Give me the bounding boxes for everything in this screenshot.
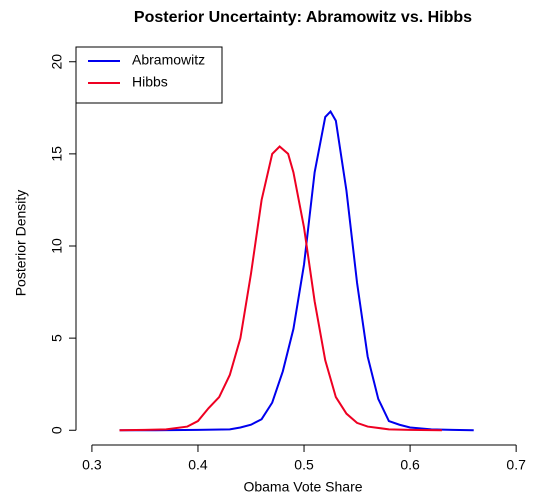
y-tick-label: 10 bbox=[49, 238, 65, 254]
legend-box bbox=[75, 46, 223, 104]
x-tick-label: 0.3 bbox=[82, 457, 102, 473]
y-tick-label: 15 bbox=[49, 146, 65, 162]
x-tick-label: 0.7 bbox=[506, 457, 526, 473]
y-tick-label: 5 bbox=[49, 334, 65, 342]
line bbox=[119, 145, 442, 432]
line bbox=[119, 109, 474, 432]
y-tick-label: 20 bbox=[49, 54, 65, 70]
legend-label: Hibbs bbox=[132, 74, 168, 90]
y-axis-label: Posterior Density bbox=[13, 190, 29, 297]
y-tick-label: 0 bbox=[49, 426, 65, 434]
x-tick-label: 0.4 bbox=[188, 457, 208, 473]
chart-title: Posterior Uncertainty: Abramowitz vs. Hi… bbox=[134, 9, 472, 26]
x-tick-label: 0.5 bbox=[294, 457, 314, 473]
x-tick-label: 0.6 bbox=[400, 457, 420, 473]
x-axis-label: Obama Vote Share bbox=[243, 479, 362, 495]
legend-label: Abramowitz bbox=[132, 52, 205, 68]
